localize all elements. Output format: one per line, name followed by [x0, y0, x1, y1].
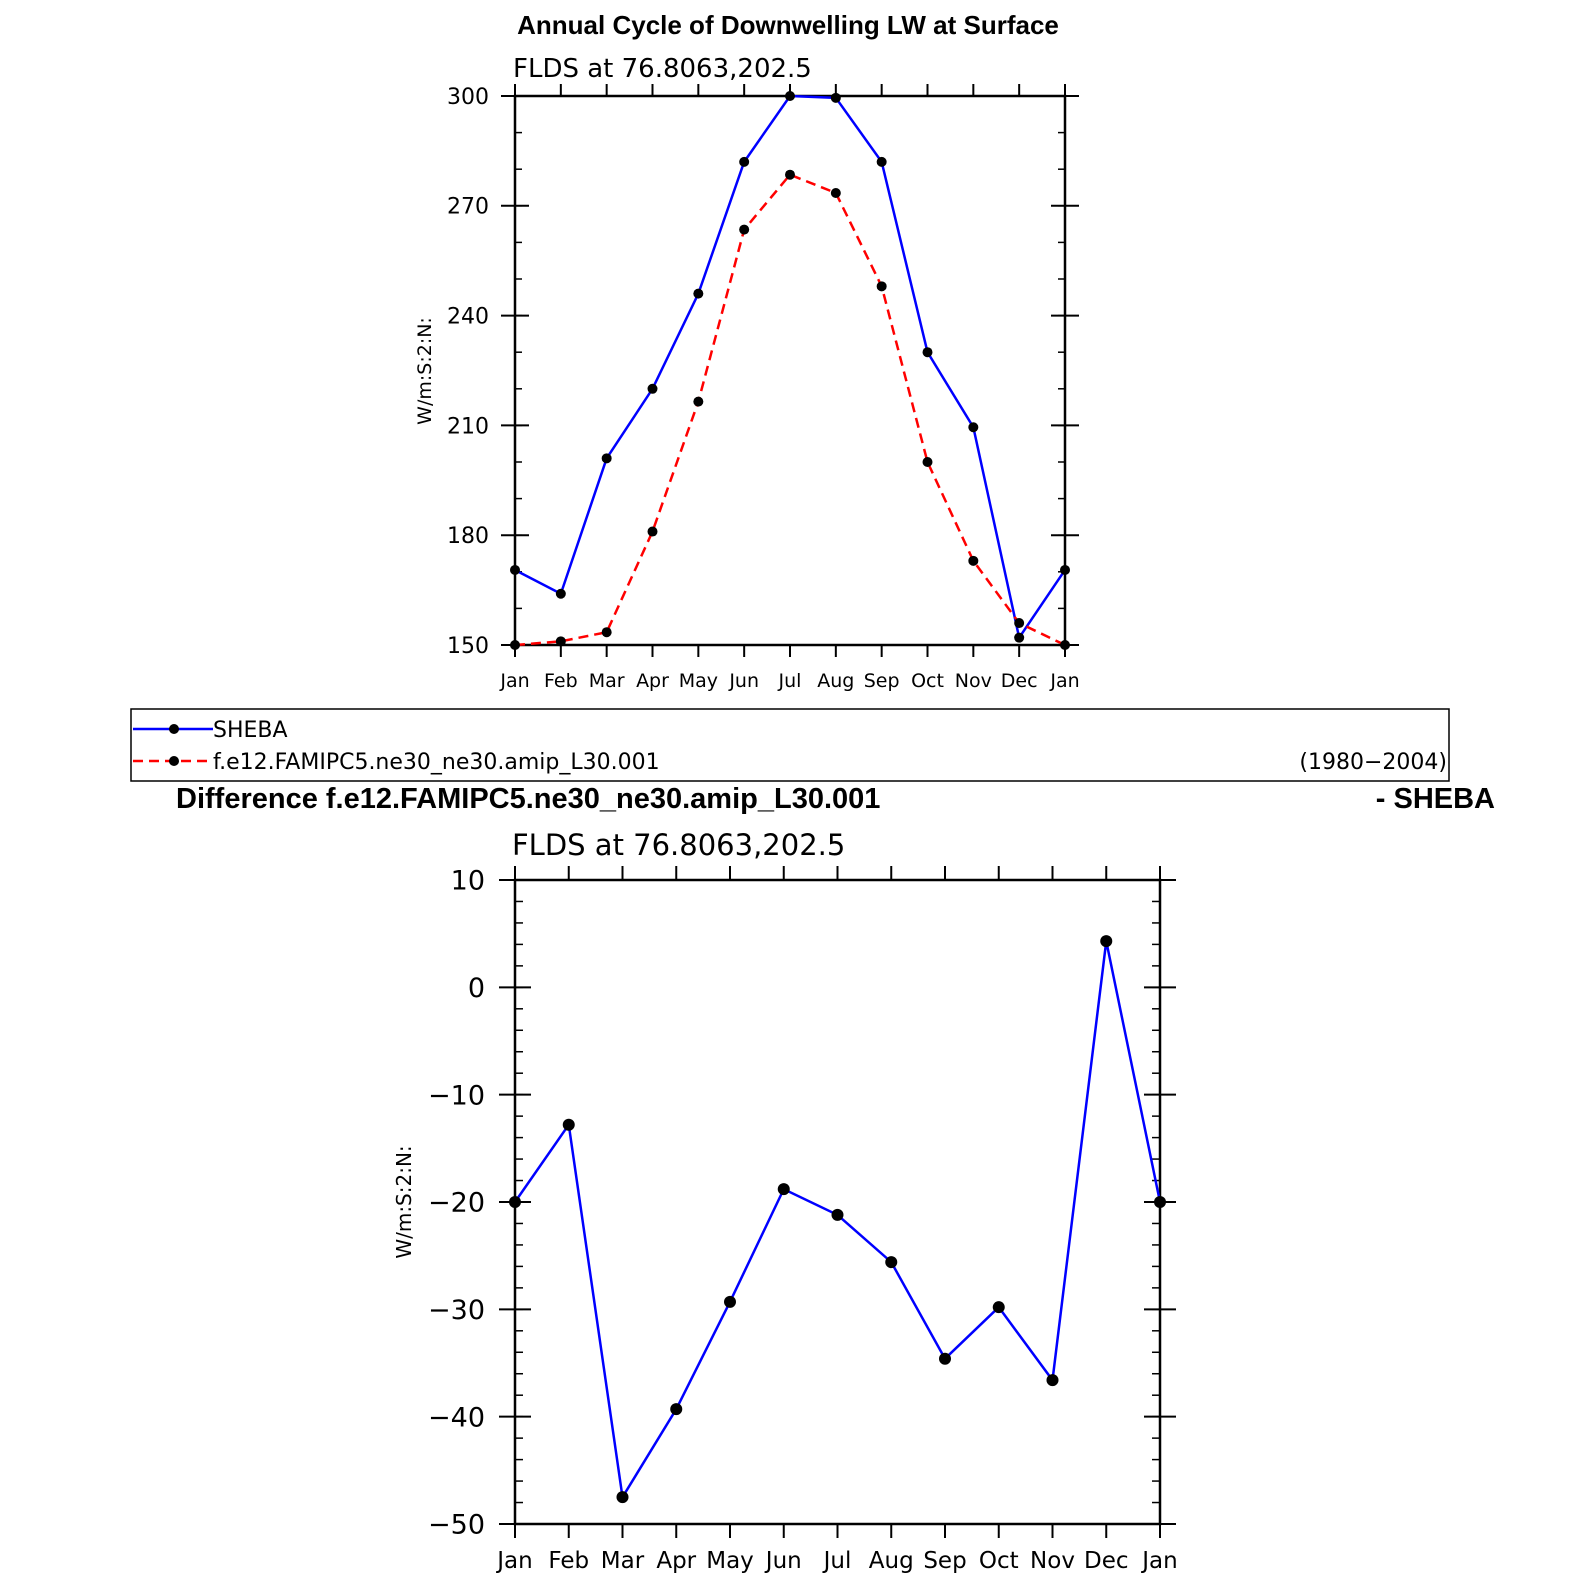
x-tick-label: Mar: [589, 670, 625, 692]
series-0-point: [647, 383, 658, 394]
x-tick-label: Dec: [1001, 670, 1038, 692]
x-tick-label: Apr: [656, 1548, 696, 1574]
series-0-point: [555, 588, 566, 599]
y-tick-label: 210: [447, 414, 489, 439]
x-tick-label: Oct: [911, 670, 944, 692]
series-0-point: [992, 1301, 1005, 1314]
x-tick-label: Jun: [728, 670, 759, 692]
y-tick-label: 240: [447, 305, 489, 330]
x-tick-label: Apr: [636, 670, 669, 692]
legend: SHEBA f.e12.FAMIPC5.ne30_ne30.amip_L30.0…: [130, 708, 1450, 782]
x-tick-label: Feb: [544, 670, 578, 692]
chart1-y-axis-label: W/m:S:2:N:: [414, 317, 436, 425]
y-tick-label: −40: [428, 1402, 485, 1433]
x-tick-label: Jan: [499, 670, 529, 692]
legend-model-marker: [169, 756, 179, 766]
series-1-point: [1060, 640, 1070, 650]
series-0-point: [616, 1491, 629, 1504]
series-0-point: [968, 422, 979, 433]
x-tick-label: Sep: [864, 670, 900, 692]
y-tick-label: 300: [447, 85, 489, 110]
x-tick-label: Jan: [1140, 1548, 1177, 1574]
series-0-point: [601, 453, 612, 464]
series-0-point: [724, 1295, 736, 1308]
series-0-point: [830, 92, 841, 103]
series-0-point: [1046, 1374, 1059, 1387]
x-tick-label: Aug: [869, 1548, 914, 1574]
x-tick-label: Jun: [764, 1548, 802, 1574]
legend-period-note: (1980−2004): [1299, 750, 1447, 775]
y-tick-label: 180: [447, 524, 489, 549]
y-tick-label: 150: [447, 634, 489, 659]
chart2-y-axis-label: W/m:S:2:N:: [392, 1145, 416, 1258]
x-tick-label: Mar: [601, 1548, 645, 1574]
y-tick-label: −30: [428, 1295, 485, 1326]
y-tick-label: −20: [428, 1188, 485, 1219]
chart1-subtitle: FLDS at 76.8063,202.5: [513, 54, 812, 84]
series-1-point: [968, 555, 979, 566]
x-tick-label: Dec: [1084, 1548, 1129, 1574]
series-0-point: [509, 1196, 521, 1208]
legend-model-label: f.e12.FAMIPC5.ne30_ne30.amip_L30.001: [213, 750, 660, 775]
x-tick-label: Jul: [822, 1548, 852, 1574]
series-0-point: [670, 1403, 683, 1416]
series-0-point: [785, 91, 795, 101]
series-0-point: [1154, 1196, 1166, 1208]
x-tick-label: May: [706, 1548, 754, 1574]
series-0-point: [831, 1208, 844, 1221]
y-tick-label: −50: [428, 1510, 485, 1541]
legend-box: [130, 708, 1450, 782]
series-1-point: [739, 224, 750, 235]
legend-sheba-marker: [169, 724, 179, 734]
series-line-1: [514, 173, 1066, 647]
series-0-point: [777, 1183, 790, 1196]
x-tick-label: Jul: [778, 670, 802, 692]
series-0-point: [1100, 935, 1113, 948]
x-tick-label: Feb: [548, 1548, 589, 1574]
chart1-plot: Jan Feb Mar Apr May Jun Jul Aug Sep Oct Nov Dec Jan 1…: [447, 84, 1080, 692]
series-1-point: [1014, 618, 1025, 629]
y-tick-label: 10: [451, 866, 485, 897]
series-1-point: [922, 457, 933, 467]
series-0-point: [876, 156, 887, 167]
series-1-point: [555, 636, 566, 647]
series-0-point: [739, 156, 750, 167]
x-tick-label: Sep: [923, 1548, 966, 1574]
series-0-point: [510, 564, 520, 575]
y-tick-label: −10: [428, 1080, 485, 1111]
x-tick-label: Nov: [955, 670, 992, 692]
series-0-point: [885, 1256, 898, 1269]
x-tick-label: Jan: [1049, 670, 1079, 692]
series-0-point: [693, 288, 704, 299]
chart2-title: Difference f.e12.FAMIPC5.ne30_ne30.amip_…: [176, 783, 880, 815]
chart2-plot: Jan Feb Mar Apr May Jun Jul Aug Sep Oct Nov Dec Jan−…: [428, 866, 1178, 1574]
series-0-point: [939, 1352, 951, 1365]
series-0-point: [1014, 632, 1025, 643]
y-tick-label: 0: [468, 973, 485, 1004]
series-0-point: [1060, 564, 1070, 575]
series-1-point: [693, 396, 704, 407]
legend-sheba-label: SHEBA: [213, 718, 288, 743]
x-tick-label: Aug: [817, 670, 854, 692]
series-0-point: [562, 1118, 575, 1131]
x-tick-label: Oct: [979, 1548, 1019, 1574]
series-1-point: [510, 640, 520, 650]
series-1-point: [876, 281, 887, 292]
series-0-point: [922, 347, 933, 358]
chart1-title: Annual Cycle of Downwelling LW at Surfac…: [517, 10, 1059, 40]
x-tick-label: Jan: [495, 1548, 532, 1574]
chart2-subtitle: FLDS at 76.8063,202.5: [512, 828, 845, 862]
y-tick-label: 270: [447, 195, 489, 220]
x-tick-label: Nov: [1030, 1548, 1075, 1574]
series-1-point: [647, 526, 658, 537]
chart2-title-right: - SHEBA: [1376, 783, 1495, 815]
series-1-point: [601, 627, 612, 638]
x-tick-label: May: [679, 670, 718, 692]
series-1-point: [830, 187, 841, 198]
series-1-point: [785, 169, 795, 180]
